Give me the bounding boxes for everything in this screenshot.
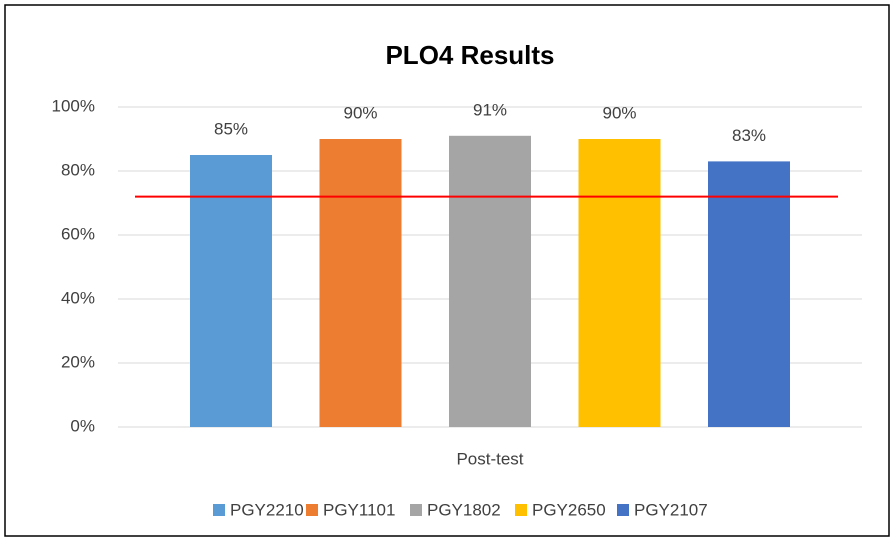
legend-label: PGY2650 [532, 500, 606, 519]
y-tick-label: 40% [61, 288, 95, 307]
x-tick-label: Post-test [456, 449, 523, 468]
legend-swatch [306, 504, 318, 516]
y-tick-label: 100% [52, 96, 95, 115]
legend-swatch [410, 504, 422, 516]
legend-label: PGY1802 [427, 500, 501, 519]
y-tick-label: 80% [61, 160, 95, 179]
bar [319, 139, 402, 427]
data-label: 83% [732, 126, 766, 145]
y-tick-label: 20% [61, 352, 95, 371]
bar [449, 135, 531, 428]
bar [578, 139, 661, 427]
chart-title: PLO4 Results [385, 40, 554, 70]
data-label: 90% [602, 103, 636, 122]
bar [708, 161, 790, 427]
bar [190, 155, 272, 427]
data-label: 90% [343, 103, 377, 122]
data-label: 91% [473, 100, 507, 119]
legend-label: PGY2210 [230, 500, 304, 519]
legend-label: PGY1101 [323, 500, 395, 519]
legend-swatch [213, 504, 225, 516]
y-tick-label: 0% [70, 416, 95, 435]
legend-swatch [617, 504, 629, 516]
y-tick-label: 60% [61, 224, 95, 243]
legend-swatch [515, 504, 527, 516]
legend-label: PGY2107 [634, 500, 708, 519]
data-label: 85% [214, 119, 248, 138]
